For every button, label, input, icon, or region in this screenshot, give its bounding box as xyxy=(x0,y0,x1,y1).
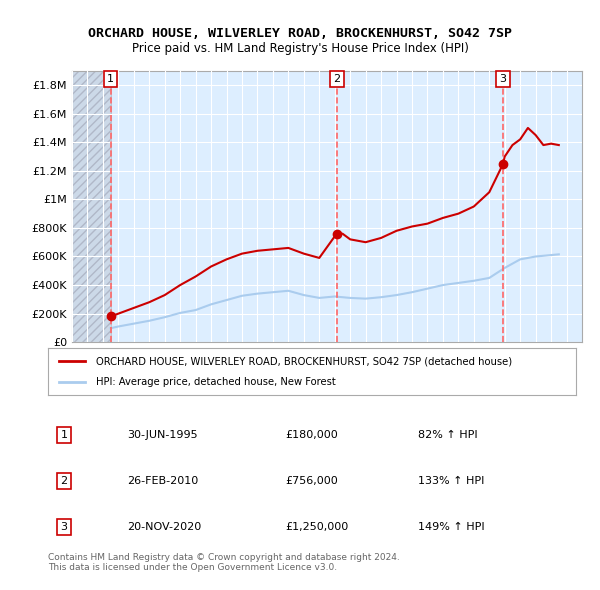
Text: 20-NOV-2020: 20-NOV-2020 xyxy=(127,522,202,532)
Text: £180,000: £180,000 xyxy=(286,430,338,440)
Text: 3: 3 xyxy=(500,74,506,84)
Text: 30-JUN-1995: 30-JUN-1995 xyxy=(127,430,198,440)
Text: Price paid vs. HM Land Registry's House Price Index (HPI): Price paid vs. HM Land Registry's House … xyxy=(131,42,469,55)
Text: 149% ↑ HPI: 149% ↑ HPI xyxy=(418,522,484,532)
Text: 1: 1 xyxy=(61,430,67,440)
Text: HPI: Average price, detached house, New Forest: HPI: Average price, detached house, New … xyxy=(95,377,335,387)
Text: 82% ↑ HPI: 82% ↑ HPI xyxy=(418,430,477,440)
Text: ORCHARD HOUSE, WILVERLEY ROAD, BROCKENHURST, SO42 7SP: ORCHARD HOUSE, WILVERLEY ROAD, BROCKENHU… xyxy=(88,27,512,40)
Text: Contains HM Land Registry data © Crown copyright and database right 2024.
This d: Contains HM Land Registry data © Crown c… xyxy=(48,553,400,572)
Text: £756,000: £756,000 xyxy=(286,476,338,486)
Text: 133% ↑ HPI: 133% ↑ HPI xyxy=(418,476,484,486)
Text: ORCHARD HOUSE, WILVERLEY ROAD, BROCKENHURST, SO42 7SP (detached house): ORCHARD HOUSE, WILVERLEY ROAD, BROCKENHU… xyxy=(95,356,512,366)
Text: £1,250,000: £1,250,000 xyxy=(286,522,349,532)
Text: 3: 3 xyxy=(61,522,67,532)
Text: 1: 1 xyxy=(107,74,114,84)
Bar xyxy=(72,71,110,342)
Text: 26-FEB-2010: 26-FEB-2010 xyxy=(127,476,199,486)
Text: 2: 2 xyxy=(334,74,341,84)
Bar xyxy=(72,71,110,342)
Text: 2: 2 xyxy=(60,476,67,486)
